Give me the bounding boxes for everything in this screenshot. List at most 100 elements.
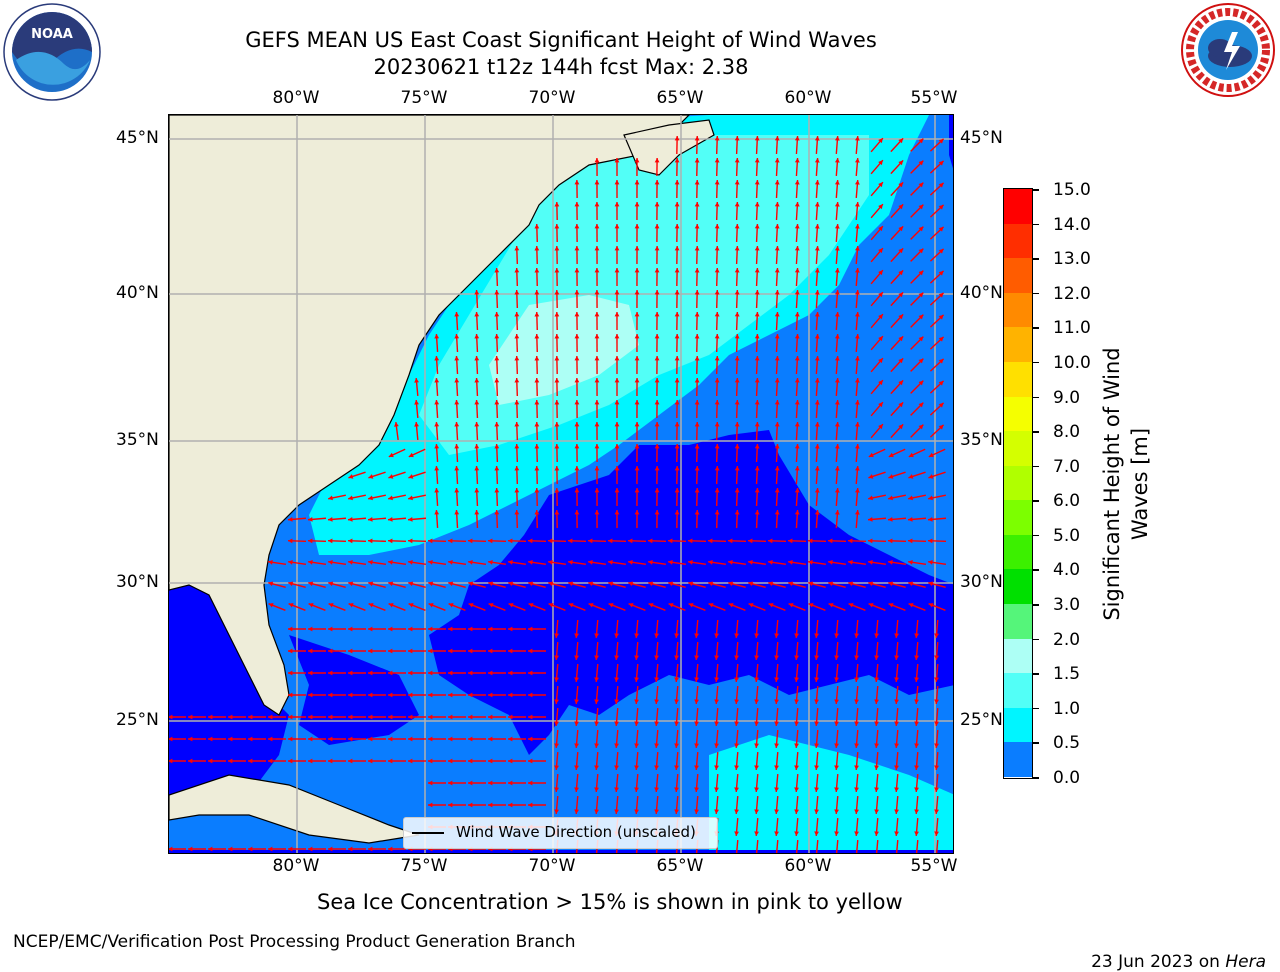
map-canvas xyxy=(169,115,954,854)
wave-direction-arrowhead xyxy=(854,853,859,854)
legend-label: Wind Wave Direction (unscaled) xyxy=(456,823,696,841)
wave-direction-arrowhead xyxy=(594,853,599,854)
colorbar-segment xyxy=(1004,673,1032,708)
wave-direction-arrowhead xyxy=(694,853,699,854)
colorbar-tick xyxy=(1033,224,1039,226)
colorbar-segment xyxy=(1004,742,1032,777)
wave-direction-arrowhead xyxy=(754,853,759,854)
colorbar-tick-label: 5.0 xyxy=(1053,526,1080,546)
footer-credit: NCEP/EMC/Verification Post Processing Pr… xyxy=(13,932,576,952)
lat-label-right: 45°N xyxy=(960,128,1003,148)
colorbar-segment xyxy=(1004,535,1032,570)
lat-label-right: 40°N xyxy=(960,283,1003,303)
lon-label-top: 60°W xyxy=(785,88,832,108)
wave-direction-arrowhead xyxy=(574,853,579,854)
lat-label-left: 45°N xyxy=(116,128,159,148)
lon-label-top: 75°W xyxy=(401,88,448,108)
wave-direction-arrowhead xyxy=(794,853,799,854)
colorbar-tick-label: 4.0 xyxy=(1053,560,1080,580)
colorbar-tick xyxy=(1033,362,1039,364)
colorbar-segment xyxy=(1004,708,1032,743)
chart-title: GEFS MEAN US East Coast Significant Heig… xyxy=(0,27,1122,53)
footer-date-text: 23 Jun 2023 on xyxy=(1091,952,1225,972)
colorbar-tick xyxy=(1033,327,1039,329)
lat-label-left: 30°N xyxy=(116,572,159,592)
wave-direction-arrowhead xyxy=(874,853,879,854)
colorbar-tick-label: 13.0 xyxy=(1053,249,1091,269)
wave-height-map xyxy=(168,114,954,854)
footer-host: Hera xyxy=(1225,952,1266,972)
colorbar-segment xyxy=(1004,293,1032,328)
lon-label-top: 65°W xyxy=(657,88,704,108)
colorbar-tick-label: 10.0 xyxy=(1053,353,1091,373)
colorbar-segment xyxy=(1004,466,1032,501)
colorbar-tick-label: 8.0 xyxy=(1053,422,1080,442)
colorbar-segment xyxy=(1004,362,1032,397)
wave-direction-arrowhead xyxy=(714,853,719,854)
wave-direction-arrowhead xyxy=(834,853,839,854)
colorbar-tick xyxy=(1033,466,1039,468)
lon-label-top: 80°W xyxy=(273,88,320,108)
colorbar-tick-label: 15.0 xyxy=(1053,180,1091,200)
wave-direction-arrowhead xyxy=(774,853,779,854)
colorbar-segment xyxy=(1004,639,1032,674)
colorbar-tick xyxy=(1033,639,1039,641)
colorbar-tick-label: 1.0 xyxy=(1053,699,1080,719)
colorbar-tick-label: 12.0 xyxy=(1053,284,1091,304)
colorbar xyxy=(1003,188,1033,779)
lat-label-right: 35°N xyxy=(960,430,1003,450)
colorbar-tick-label: 11.0 xyxy=(1053,318,1091,338)
colorbar-segment xyxy=(1004,500,1032,535)
colorbar-tick-label: 6.0 xyxy=(1053,491,1080,511)
colorbar-segment xyxy=(1004,224,1032,259)
colorbar-segment xyxy=(1004,604,1032,639)
sea-ice-note: Sea Ice Concentration > 15% is shown in … xyxy=(317,890,903,914)
legend-line-swatch xyxy=(412,832,444,834)
wave-direction-arrowhead xyxy=(654,853,659,854)
chart-subtitle-forecast: 20230621 t12z 144h fcst Max: 2.38 xyxy=(0,54,1122,80)
colorbar-tick xyxy=(1033,777,1039,779)
colorbar-tick xyxy=(1033,673,1039,675)
colorbar-tick-label: 1.5 xyxy=(1053,664,1080,684)
wave-direction-arrowhead xyxy=(814,853,819,854)
wave-direction-arrowhead xyxy=(914,853,919,854)
lat-label-left: 25°N xyxy=(116,710,159,730)
colorbar-tick xyxy=(1033,742,1039,744)
colorbar-tick-label: 0.0 xyxy=(1053,768,1080,788)
lat-label-left: 40°N xyxy=(116,283,159,303)
colorbar-segment xyxy=(1004,258,1032,293)
lon-label-bottom: 60°W xyxy=(785,856,832,876)
lon-label-bottom: 55°W xyxy=(911,856,958,876)
wave-direction-arrowhead xyxy=(614,853,619,854)
colorbar-tick xyxy=(1033,708,1039,710)
colorbar-tick-label: 14.0 xyxy=(1053,215,1091,235)
lon-label-bottom: 65°W xyxy=(657,856,704,876)
colorbar-segment xyxy=(1004,431,1032,466)
lon-label-bottom: 80°W xyxy=(273,856,320,876)
footer-date: 23 Jun 2023 on Hera xyxy=(1080,932,1266,972)
colorbar-segment xyxy=(1004,397,1032,432)
wave-direction-arrowhead xyxy=(734,853,739,854)
lon-label-bottom: 75°W xyxy=(401,856,448,876)
colorbar-tick-label: 9.0 xyxy=(1053,388,1080,408)
colorbar-tick-label: 3.0 xyxy=(1053,595,1080,615)
lon-label-top: 70°W xyxy=(529,88,576,108)
lon-label-bottom: 70°W xyxy=(529,856,576,876)
colorbar-tick xyxy=(1033,569,1039,571)
colorbar-label: Significant Height of Wind Waves [m] xyxy=(1098,324,1158,644)
colorbar-segment xyxy=(1004,189,1032,224)
colorbar-tick-label: 2.0 xyxy=(1053,630,1080,650)
lat-label-right: 30°N xyxy=(960,572,1003,592)
colorbar-tick xyxy=(1033,189,1039,191)
nws-logo xyxy=(1180,2,1276,98)
wave-direction-arrowhead xyxy=(934,853,939,854)
colorbar-tick xyxy=(1033,500,1039,502)
lat-label-right: 25°N xyxy=(960,710,1003,730)
colorbar-tick xyxy=(1033,293,1039,295)
colorbar-label-line1: Significant Height of Wind xyxy=(1098,324,1126,644)
colorbar-segment xyxy=(1004,569,1032,604)
map-legend: Wind Wave Direction (unscaled) xyxy=(403,817,718,849)
colorbar-tick xyxy=(1033,604,1039,606)
wave-direction-arrowhead xyxy=(554,853,559,854)
lon-label-top: 55°W xyxy=(911,88,958,108)
